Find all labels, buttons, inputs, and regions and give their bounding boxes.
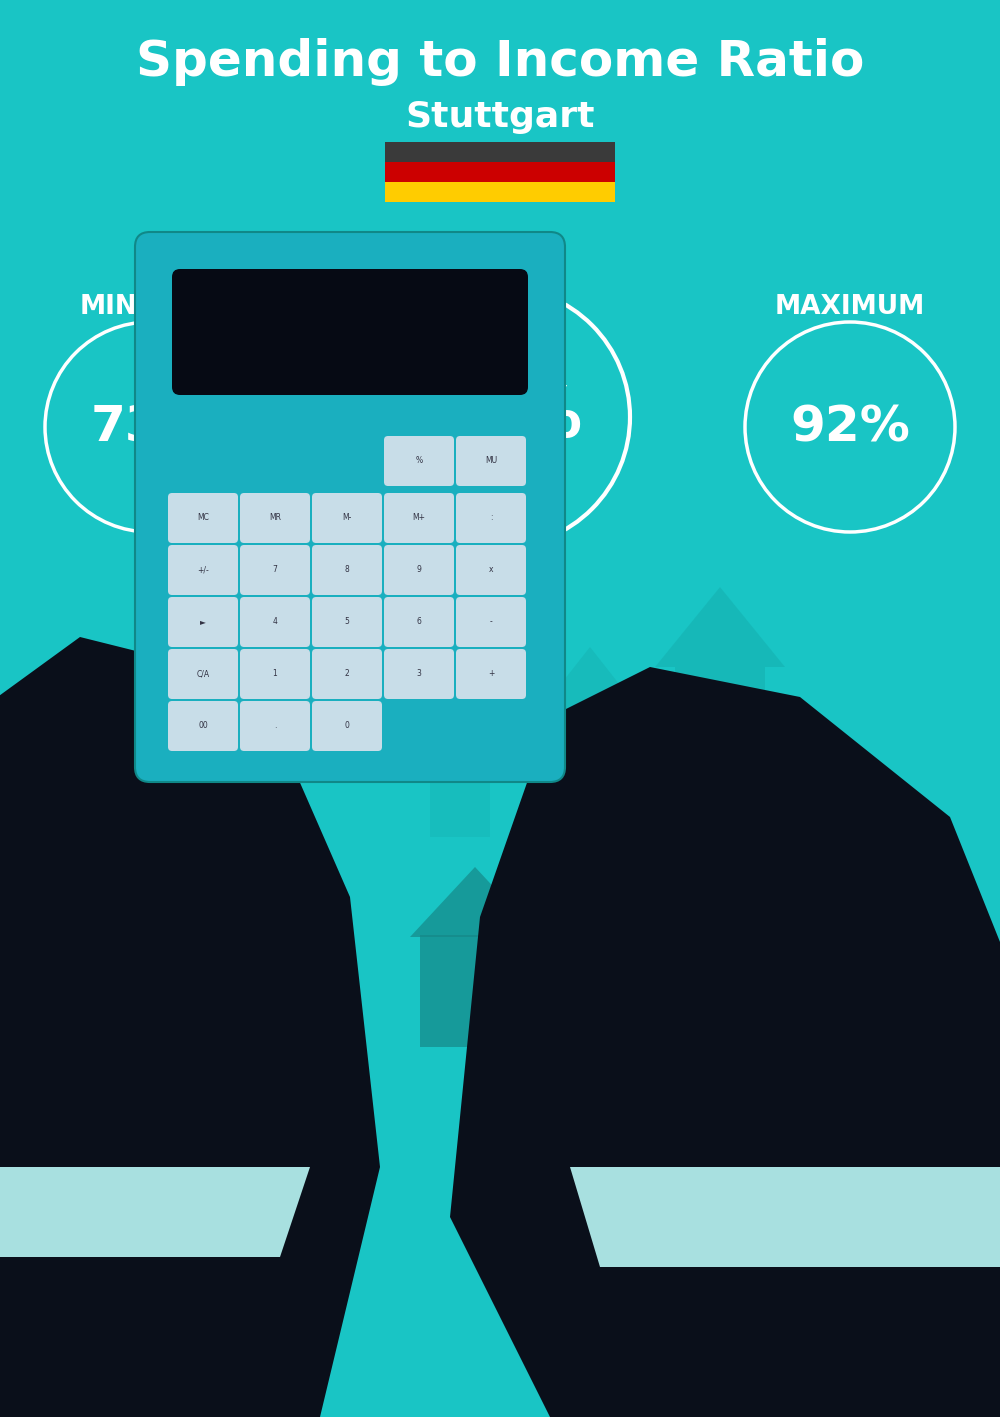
- FancyBboxPatch shape: [456, 436, 526, 486]
- Bar: [508, 1020, 540, 1051]
- Polygon shape: [200, 567, 270, 767]
- Text: 8: 8: [345, 565, 349, 574]
- Bar: [495, 965, 670, 1097]
- Text: MINIMUM: MINIMUM: [79, 293, 221, 320]
- Text: MC: MC: [197, 513, 209, 523]
- Bar: [548, 1022, 586, 1097]
- Bar: [655, 1083, 755, 1094]
- Polygon shape: [0, 638, 380, 1417]
- FancyBboxPatch shape: [172, 269, 528, 395]
- Text: .: .: [274, 721, 276, 731]
- FancyBboxPatch shape: [168, 493, 238, 543]
- FancyBboxPatch shape: [456, 649, 526, 699]
- FancyBboxPatch shape: [384, 649, 454, 699]
- Text: +/-: +/-: [197, 565, 209, 574]
- Text: 00: 00: [198, 721, 208, 731]
- FancyBboxPatch shape: [384, 493, 454, 543]
- Text: 6: 6: [417, 618, 421, 626]
- Text: -: -: [490, 618, 492, 626]
- Text: 4: 4: [273, 618, 277, 626]
- FancyBboxPatch shape: [135, 232, 565, 782]
- FancyBboxPatch shape: [240, 597, 310, 648]
- FancyBboxPatch shape: [168, 701, 238, 751]
- Polygon shape: [410, 867, 540, 937]
- Circle shape: [670, 1172, 690, 1192]
- Text: 3: 3: [417, 669, 421, 679]
- Text: 7: 7: [273, 565, 277, 574]
- Text: x: x: [489, 565, 493, 574]
- FancyBboxPatch shape: [240, 546, 310, 595]
- Bar: [385, 162, 615, 181]
- Bar: [655, 1122, 755, 1134]
- FancyBboxPatch shape: [240, 701, 310, 751]
- Text: $: $: [767, 1124, 794, 1161]
- Text: 2: 2: [345, 669, 349, 679]
- Bar: [655, 1148, 755, 1159]
- Bar: [655, 1135, 755, 1146]
- FancyBboxPatch shape: [384, 436, 454, 486]
- Bar: [760, 1030, 800, 1051]
- FancyBboxPatch shape: [456, 546, 526, 595]
- Circle shape: [627, 989, 743, 1105]
- FancyBboxPatch shape: [312, 597, 382, 648]
- Bar: [655, 1161, 755, 1172]
- Text: :: :: [490, 513, 492, 523]
- Text: MAXIMUM: MAXIMUM: [775, 293, 925, 320]
- FancyBboxPatch shape: [456, 493, 526, 543]
- Polygon shape: [570, 1168, 1000, 1267]
- Polygon shape: [450, 667, 1000, 1417]
- FancyBboxPatch shape: [168, 546, 238, 595]
- Text: M-: M-: [342, 513, 352, 523]
- Text: Spending to Income Ratio: Spending to Income Ratio: [136, 38, 864, 86]
- FancyBboxPatch shape: [312, 649, 382, 699]
- Text: ►: ►: [200, 618, 206, 626]
- Text: +: +: [488, 669, 494, 679]
- Bar: [420, 935, 530, 1047]
- Circle shape: [710, 1172, 730, 1192]
- Bar: [385, 181, 615, 203]
- FancyBboxPatch shape: [384, 546, 454, 595]
- Polygon shape: [415, 677, 505, 837]
- Polygon shape: [570, 1267, 1000, 1417]
- Circle shape: [690, 1172, 710, 1192]
- Bar: [670, 976, 700, 995]
- Bar: [655, 1095, 755, 1107]
- Circle shape: [650, 1172, 670, 1192]
- FancyBboxPatch shape: [312, 701, 382, 751]
- FancyBboxPatch shape: [240, 493, 310, 543]
- Polygon shape: [0, 1257, 280, 1417]
- Bar: [385, 142, 615, 162]
- Polygon shape: [535, 648, 645, 867]
- Text: 92%: 92%: [790, 402, 910, 451]
- Text: 1: 1: [273, 669, 277, 679]
- Text: Stuttgart: Stuttgart: [405, 101, 595, 135]
- Bar: [655, 1110, 755, 1119]
- Polygon shape: [655, 587, 785, 897]
- Text: %: %: [415, 456, 423, 466]
- FancyBboxPatch shape: [384, 597, 454, 648]
- Text: 0: 0: [345, 721, 349, 731]
- Text: M+: M+: [412, 513, 425, 523]
- FancyBboxPatch shape: [312, 546, 382, 595]
- Circle shape: [690, 1047, 870, 1227]
- Text: MU: MU: [485, 456, 497, 466]
- Text: C/A: C/A: [196, 669, 210, 679]
- FancyBboxPatch shape: [168, 649, 238, 699]
- Text: 9: 9: [417, 565, 421, 574]
- Bar: [620, 917, 648, 962]
- Text: 5: 5: [345, 618, 349, 626]
- Polygon shape: [0, 1168, 310, 1257]
- Text: 82%: 82%: [417, 384, 583, 451]
- FancyBboxPatch shape: [312, 493, 382, 543]
- Text: 73%: 73%: [90, 402, 210, 451]
- FancyBboxPatch shape: [456, 597, 526, 648]
- Polygon shape: [480, 857, 690, 966]
- Text: AVERAGE: AVERAGE: [431, 254, 569, 281]
- Text: MR: MR: [269, 513, 281, 523]
- Polygon shape: [460, 577, 540, 767]
- FancyBboxPatch shape: [168, 597, 238, 648]
- FancyBboxPatch shape: [240, 649, 310, 699]
- Text: $: $: [677, 1037, 693, 1061]
- Bar: [587, 1022, 625, 1097]
